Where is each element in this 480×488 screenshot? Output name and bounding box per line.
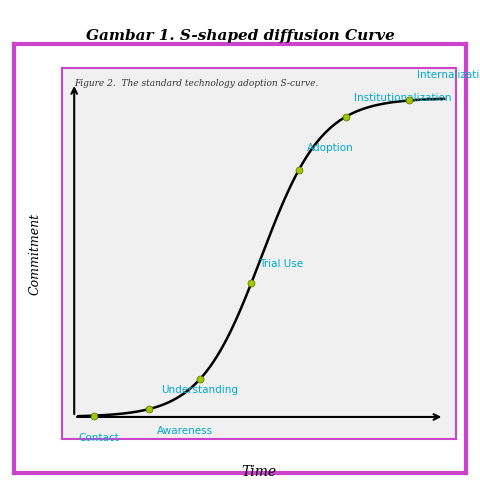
Text: Institutionalization: Institutionalization	[354, 93, 451, 103]
Text: Figure 2.  The standard technology adoption S-curve.: Figure 2. The standard technology adopti…	[74, 80, 319, 88]
Text: Trial Use: Trial Use	[259, 260, 303, 269]
Text: Contact: Contact	[78, 433, 119, 443]
Text: Awareness: Awareness	[157, 427, 213, 436]
Text: Adoption: Adoption	[306, 143, 353, 153]
Text: Gambar 1. S-shaped diffusion Curve: Gambar 1. S-shaped diffusion Curve	[85, 29, 395, 43]
Text: Commitment: Commitment	[28, 213, 41, 295]
Text: Understanding: Understanding	[161, 385, 238, 395]
Text: Internalization: Internalization	[417, 69, 480, 80]
Text: Time: Time	[241, 465, 277, 479]
